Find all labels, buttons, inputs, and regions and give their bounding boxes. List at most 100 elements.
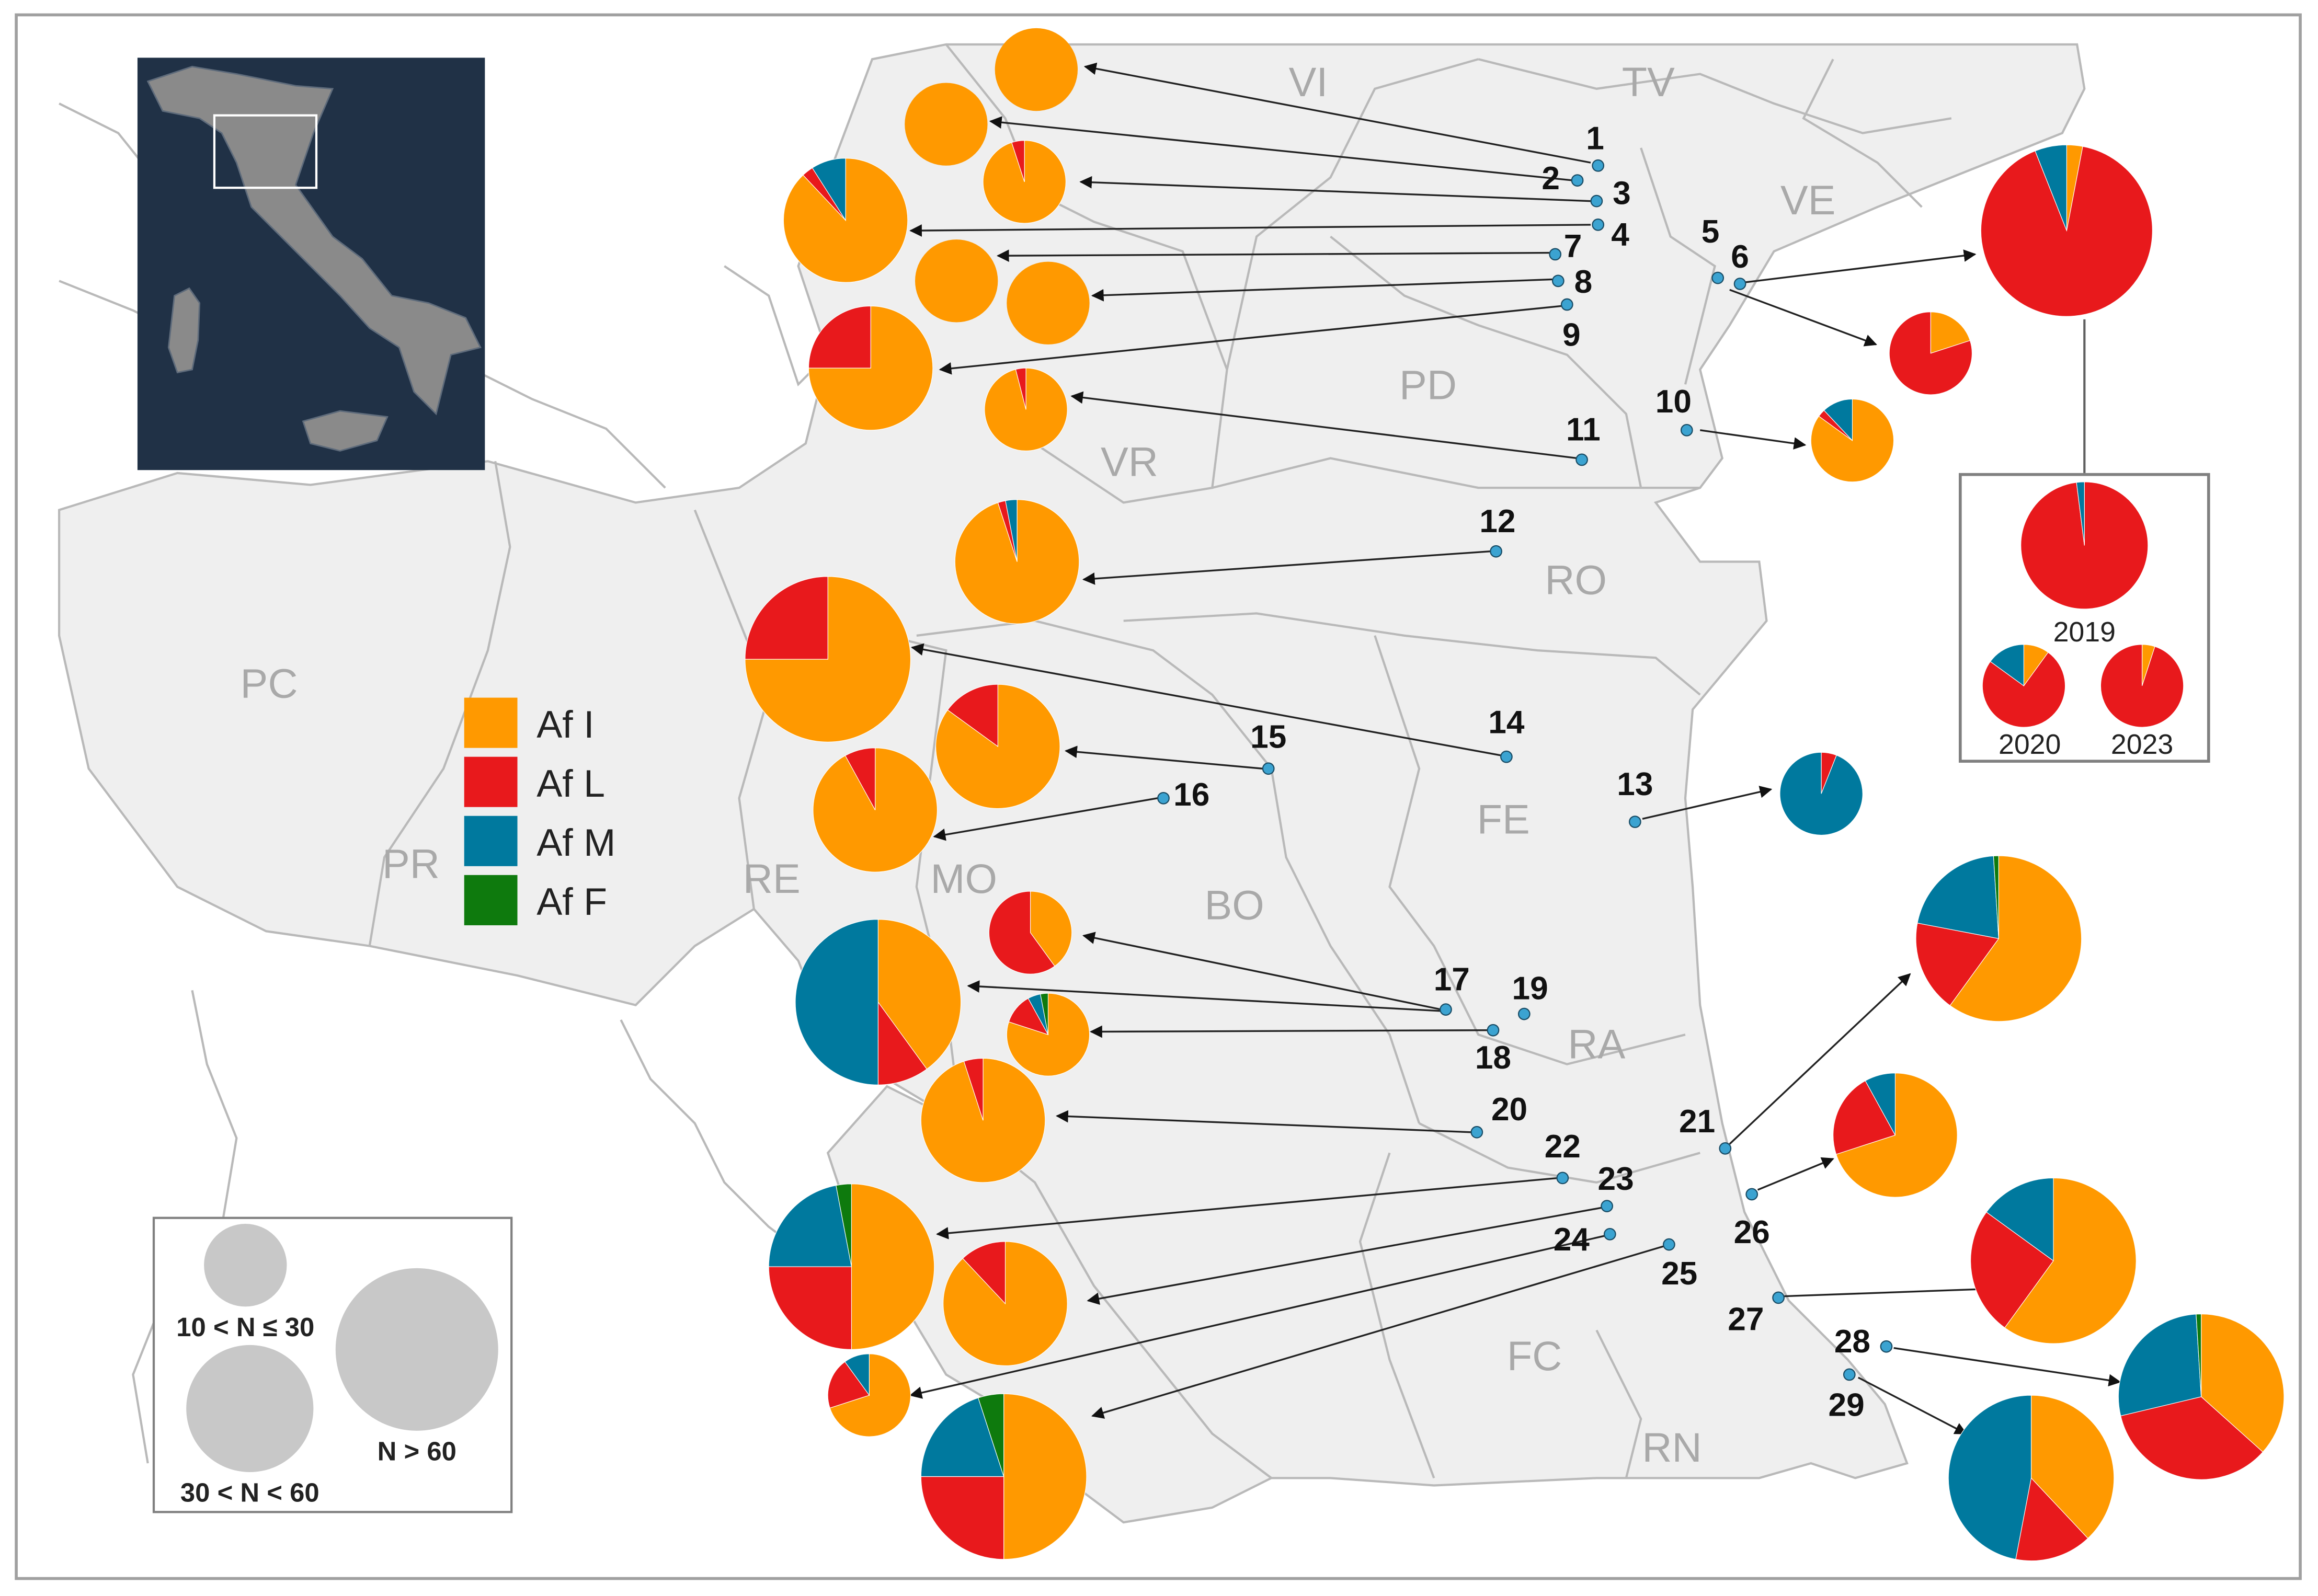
province-label-tv: TV [1622,59,1675,105]
pie-site-22 [768,1184,935,1350]
pie-slice-af-l [768,1266,852,1350]
site-label-22: 22 [1545,1129,1581,1165]
site-label-2: 2 [1541,160,1560,197]
province-label-ve: VE [1780,177,1836,223]
size-legend-large-label: N > 60 [378,1436,456,1466]
size-legend-medium-label: 30 < N < 60 [180,1478,319,1508]
italy-locator-inset [137,58,485,470]
pie-slice-af-l [2100,644,2184,728]
site-label-6: 6 [1731,239,1749,275]
size-legend: 10 < N ≤ 30 30 < N < 60 N > 60 [152,1216,513,1513]
site-dot-12 [1490,545,1502,558]
pie-site-21 [1915,855,2082,1022]
pie-site-18 [1006,993,1090,1076]
pie-site-7 [915,239,998,323]
site-dot-17 [1440,1003,1452,1016]
pie-slice-af-m [1865,1073,1895,1135]
arrow-11 [1729,289,1877,347]
pie-site-8 [1007,261,1090,345]
site-dot-14 [1500,750,1513,763]
arrow-22 [1087,1207,1603,1305]
site-label-25: 25 [1661,1256,1697,1292]
pie-slice-af-l [1889,312,1972,395]
arrow-10 [1744,249,1977,283]
pie-slice-af-m [2118,1314,2202,1417]
pie-site-28 [2118,1313,2285,1480]
site-label-29: 29 [1829,1387,1865,1423]
size-legend-large-circle [335,1268,498,1431]
pie-slice-af-l [1011,140,1025,182]
site-dot-13 [1628,816,1641,828]
arrow-5 [996,249,1549,262]
site-dot-5 [1711,271,1725,284]
site-label-5: 5 [1702,214,1720,250]
pie-slice-af-m [844,1353,870,1396]
pie-slice-af-l [1915,923,2000,1006]
pie-site-16 [813,748,938,872]
sicily [302,410,389,452]
arrow-9 [1082,550,1490,585]
pie-site-3 [983,140,1066,224]
legend-swatch-af-f [464,875,518,925]
province-label-pd: PD [1399,361,1457,408]
site-label-28: 28 [1834,1324,1870,1360]
site-dot-8 [1551,274,1565,288]
pie-slice-af-l [1008,998,1049,1036]
pie-slice-af-f [1993,855,1999,939]
province-label-re: RE [743,855,801,902]
site-label-19: 19 [1512,970,1548,1006]
pie-site-29 [1948,1395,2115,1561]
site-dot-7 [1549,248,1562,261]
pie-slice-af-m [1990,644,2024,687]
province-label-bo: BO [1204,882,1264,928]
figure-frame [15,13,2302,1580]
pie-slice-af-m [1948,1395,2032,1560]
arrow-2 [989,116,1573,181]
pie-slice-af-m [812,158,846,222]
pie-slice-af-m [2076,481,2085,546]
arrow-1 [1083,62,1591,164]
site-label-17: 17 [1434,961,1470,997]
pie-site-12 [954,499,1080,624]
pie-slice-af-l [745,576,828,660]
arrow-28 [1893,1347,2121,1387]
arrow-18 [967,980,1442,1012]
site-label-4: 4 [1611,216,1629,252]
pie-slice-af-l [877,1001,928,1085]
pie-slice-af-l [2120,1396,2264,1480]
pie-site-13 [1779,752,1863,836]
site-label-27: 27 [1728,1302,1764,1338]
site-dot-18 [1487,1024,1500,1037]
arrow-16 [1642,786,1773,820]
pie-slice-af-l [963,1058,984,1121]
site-label-23: 23 [1598,1161,1634,1197]
pie-slice-af-i [851,1184,935,1350]
site-label-7: 7 [1564,228,1582,265]
legend: Af I Af L Af M Af F [464,697,615,925]
pie-charts [745,28,2285,1561]
size-legend-medium-circle [186,1345,314,1473]
pie-slice-af-f [978,1393,1004,1477]
pie-slice-af-i [943,1241,1068,1366]
pie-slice-af-i [915,239,998,323]
legend-label-af-m: Af M [536,821,615,864]
pie-slice-af-i [783,158,908,283]
province-label-fc: FC [1507,1333,1562,1379]
legend-label-af-l: Af L [536,762,605,805]
pie-site-4 [783,158,908,283]
pie-slice-af-m [1917,855,1999,939]
site-label-16: 16 [1173,777,1209,813]
pie-slice-af-f [836,1184,852,1267]
pie-slice-af-l [988,891,1055,974]
pie-site-10 [1810,398,1894,483]
pie-slice-af-i [995,28,1078,111]
site-dot-10 [1680,423,1693,437]
study-area-box [213,114,318,189]
pie-slice-af-i [1949,855,2082,1022]
pie-slice-af-i [2004,1177,2137,1344]
province-label-ra: RA [1568,1020,1625,1067]
site-dot-28 [1880,1340,1893,1353]
province-label-ro: RO [1545,557,1607,603]
size-legend-small-circle [204,1224,287,1307]
